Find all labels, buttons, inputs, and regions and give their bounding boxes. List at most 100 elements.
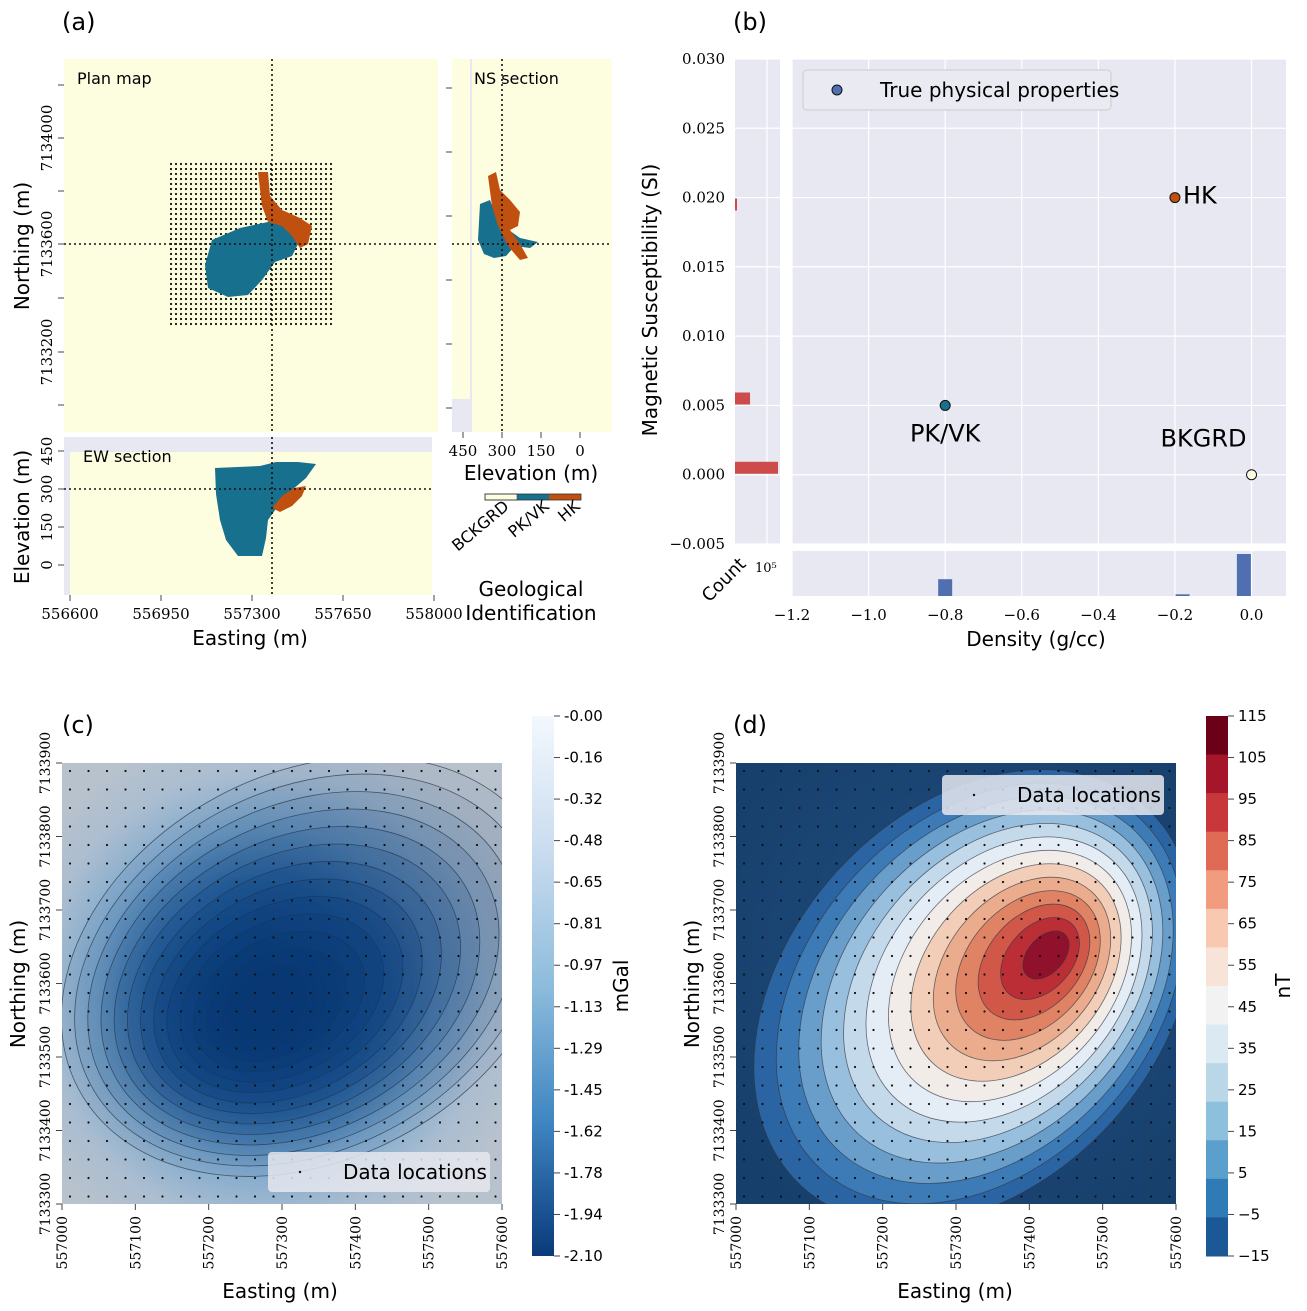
gravity-xtick-label: 557400	[348, 1216, 364, 1269]
ew-ytick-label: 150	[38, 513, 56, 542]
count-tick: 10⁵	[755, 561, 777, 576]
gravity-colorbar-tick: -0.16	[564, 749, 603, 767]
scatter-xtick-label: −0.4	[1080, 606, 1116, 624]
ew-ylabel: Elevation (m)	[10, 450, 34, 584]
gravity-xtick-label: 557100	[128, 1216, 144, 1269]
gravity-colorbar-tick: -1.62	[564, 1122, 603, 1140]
magnetic-colorbar-tick: 45	[1238, 998, 1257, 1016]
magnetic-legend: Data locations	[942, 775, 1164, 815]
magnetic-colorbar-bin	[1206, 870, 1228, 910]
magnetic-data-points	[742, 769, 1171, 1198]
ew-xtick-label: 558000	[405, 605, 462, 623]
gravity-colorbar-tick: -1.78	[564, 1164, 603, 1182]
gravity-xtick-label: 557500	[422, 1216, 438, 1269]
density-hist-bar	[1236, 554, 1251, 596]
magnetic-colorbar-tick: 55	[1238, 956, 1257, 974]
legend-cat-bckgrd: BCKGRD	[448, 497, 512, 555]
magnetic-map: Data locations 557000 557100 557200 557300 5…	[680, 707, 1295, 1303]
gravity-colorbar-tick: -1.45	[564, 1081, 603, 1099]
gravity-colorbar-tick: -0.81	[564, 915, 603, 933]
scatter-xtick-label: −0.2	[1157, 606, 1193, 624]
scatter-ytick-label: 0.010	[682, 327, 725, 345]
magnetic-xtick-label: 557500	[1096, 1216, 1112, 1269]
scatter-ytick-label: 0.005	[682, 396, 725, 414]
plan-ytick-label: 7134000	[38, 105, 56, 172]
plan-pkvk-body	[205, 222, 300, 297]
magnetic-colorbar-tick: 5	[1238, 1164, 1248, 1182]
magnetic-xtick-label: 557200	[876, 1216, 892, 1269]
gravity-xtick-label: 557300	[275, 1216, 291, 1269]
ew-ytick-label: 0	[38, 560, 56, 570]
ew-xtick-label: 556950	[132, 605, 189, 623]
plan-map-label: Plan map	[77, 69, 152, 88]
panel-label-a: (a)	[62, 8, 95, 36]
gravity-ytick-label: 7133300	[38, 1173, 54, 1235]
scatter-point-label: HK	[1183, 182, 1218, 210]
ns-xtick-label: 300	[488, 442, 517, 460]
scatter-ytick-label: 0.000	[682, 466, 725, 484]
plan-ytick-label: 7133600	[38, 211, 56, 278]
legend-title-1: Geological	[479, 577, 584, 601]
magnetic-ytick-label: 7133400	[712, 1099, 728, 1161]
magnetic-colorbar-bin	[1206, 947, 1228, 987]
magnetic-colorbar-tick: 65	[1238, 915, 1257, 933]
magnetic-xtick-label: 557300	[949, 1216, 965, 1269]
ew-pkvk-body	[215, 462, 316, 556]
magnetic-xtick-label: 557100	[802, 1216, 818, 1269]
scatter-ytick-label: 0.015	[682, 258, 725, 276]
ew-ytick-label: 300	[38, 475, 56, 504]
scatter-legend-text: True physical properties	[879, 78, 1119, 102]
scatter-point-label: BKGRD	[1161, 425, 1247, 453]
ew-section: EW section 556600 556950 557300 557650 55800…	[10, 437, 463, 650]
magnetic-xtick-label: 557600	[1169, 1216, 1185, 1269]
gravity-ytick-label: 7133700	[38, 879, 54, 941]
gravity-colorbar-tick: -1.94	[564, 1205, 603, 1223]
gravity-data-points	[68, 769, 497, 1198]
magnetic-ytick-label: 7133900	[712, 732, 728, 794]
scatter-ytick-label: 0.030	[682, 50, 725, 68]
scatter-ytick-label: 0.020	[682, 189, 725, 207]
gravity-colorbar	[532, 716, 554, 1256]
magnetic-colorbar	[1206, 716, 1228, 1257]
ns-section-label: NS section	[474, 69, 559, 88]
magnetic-colorbar-bin	[1206, 793, 1228, 833]
ew-hk-body	[272, 486, 306, 512]
magnetic-ytick-label: 7133500	[712, 1026, 728, 1088]
magnetic-xlabel: Easting (m)	[897, 1279, 1013, 1303]
legend-cat-pkvk: PK/VK	[504, 496, 553, 541]
plan-ylabel: Northing (m)	[10, 182, 34, 310]
ew-xlabel: Easting (m)	[192, 626, 308, 650]
magnetic-colorbar-bin	[1206, 831, 1228, 871]
magnetic-colorbar-bin	[1206, 1024, 1228, 1064]
scatter-xtick-label: −1.2	[774, 606, 810, 624]
magnetic-colorbar-bin	[1206, 1217, 1228, 1257]
scatter-ytick-label: 0.025	[682, 119, 725, 137]
plan-map: Plan map 7134000 7133600 7133200 Northing …	[10, 59, 438, 432]
scatter-point-label: PK/VK	[910, 419, 982, 447]
magnetic-ytick-label: 7133300	[712, 1173, 728, 1235]
scatter-xtick-label: 0.0	[1240, 606, 1264, 624]
scatter-xtick-label: −0.6	[1004, 606, 1040, 624]
gravity-colorbar-tick: -0.48	[564, 832, 603, 850]
magnetic-colorbar-tick: 85	[1238, 832, 1257, 850]
gravity-colorbar-tick: -1.13	[564, 998, 603, 1016]
magnetic-colorbar-bin	[1206, 1140, 1228, 1180]
magnetic-ytick-label: 7133600	[712, 952, 728, 1014]
scatter-xtick-label: −1.0	[850, 606, 886, 624]
magnetic-ytick-label: 7133700	[712, 879, 728, 941]
scatter-ylabel: Magnetic Susceptibility (SI)	[638, 164, 662, 437]
ew-xtick-label: 556600	[41, 605, 98, 623]
ew-ytick-label: 450	[38, 437, 56, 466]
panel-label-c: (c)	[62, 711, 94, 739]
gravity-colorbar-tick: -2.10	[564, 1247, 603, 1265]
magnetic-legend-text: Data locations	[1017, 783, 1161, 807]
ew-xtick-label: 557300	[223, 605, 280, 623]
magnetic-xtick-label: 557000	[729, 1216, 745, 1269]
geology-legend: BCKGRD PK/VK HK Geological Identificatio…	[448, 493, 597, 625]
scatter-legend: True physical properties	[802, 69, 1119, 111]
gravity-colorbar-tick: -0.65	[564, 873, 603, 891]
susceptibility-hist-bar	[735, 392, 751, 405]
panel-label-b: (b)	[733, 8, 767, 36]
magnetic-colorbar-bin	[1206, 1063, 1228, 1103]
